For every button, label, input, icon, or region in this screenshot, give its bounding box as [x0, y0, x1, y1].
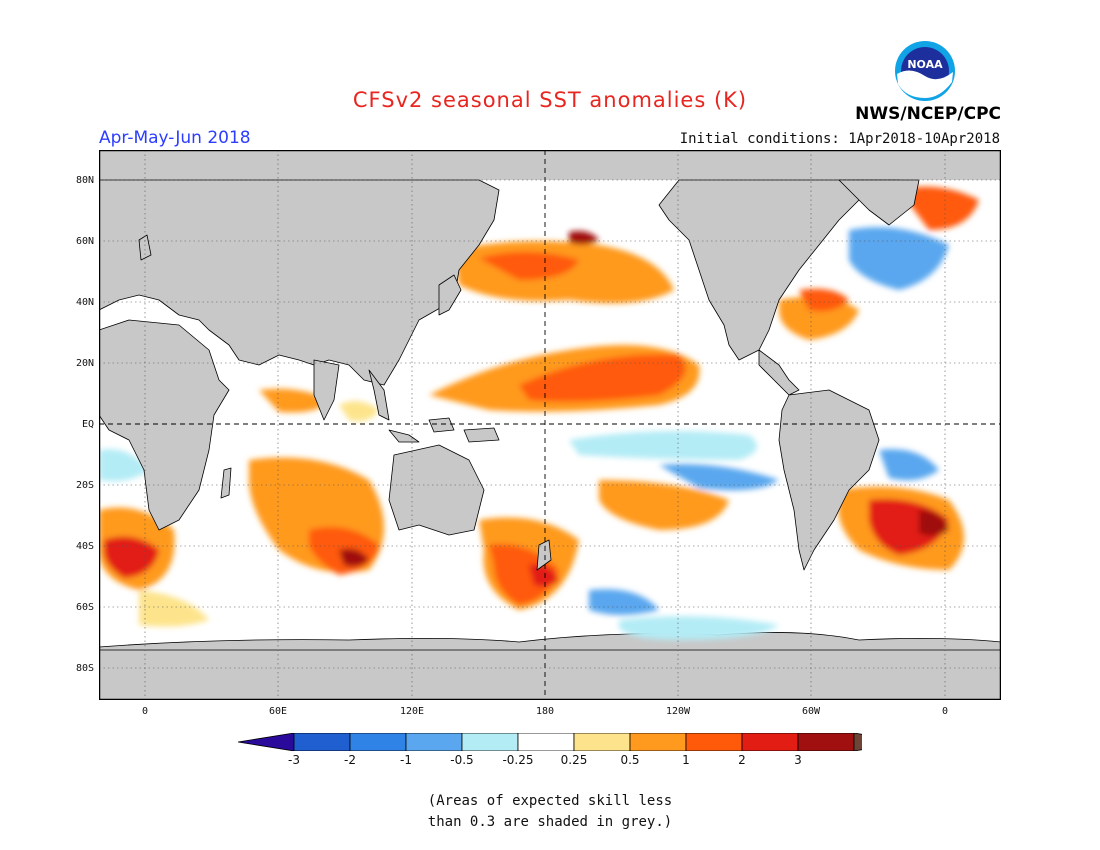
lat-label-60s: 60S: [75, 602, 94, 613]
lat-label-40s: 40S: [75, 541, 94, 552]
color-bar-label: -2: [344, 753, 356, 767]
color-bar-cell: [461, 733, 519, 751]
color-bar-cell: [349, 733, 407, 751]
map-title: CFSv2 seasonal SST anomalies (K): [352, 88, 748, 112]
lat-label-20n: 20N: [75, 358, 94, 369]
season-label: Apr-May-Jun 2018: [99, 128, 251, 148]
color-bar-label: 3: [794, 753, 802, 767]
color-bar-label: 0.5: [620, 753, 640, 767]
agency-label: NWS/NCEP/CPC: [855, 104, 1001, 124]
lon-label-0-east: 0: [941, 706, 949, 717]
color-bar-label: -3: [288, 753, 300, 767]
noaa-logo-text: NOAA: [907, 58, 943, 71]
skill-note-line-1: (Areas of expected skill less: [427, 793, 673, 809]
color-bar-triangle-high: [853, 733, 862, 751]
lat-label-40n: 40N: [75, 297, 94, 308]
color-bar-label: -0.5: [450, 753, 474, 767]
color-bar-cell: [293, 733, 351, 751]
color-bar-label: 2: [738, 753, 746, 767]
lon-label-120e: 120E: [399, 706, 425, 717]
color-bar-cell: [685, 733, 743, 751]
lat-label-80n: 80N: [75, 175, 94, 186]
noaa-logo: NOAA: [895, 41, 955, 101]
color-bar: [238, 733, 862, 751]
skill-note-line-2: than 0.3 are shaded in grey.): [427, 814, 673, 830]
color-bar-cell: [517, 733, 575, 751]
color-bar-cell: [573, 733, 631, 751]
lon-label-120w: 120W: [665, 706, 691, 717]
skill-note: (Areas of expected skill less than 0.3 a…: [0, 791, 1100, 833]
color-bar-cell: [797, 733, 855, 751]
lat-label-20s: 20S: [75, 480, 94, 491]
lon-label-60w: 60W: [801, 706, 821, 717]
color-bar-cell: [405, 733, 463, 751]
color-bar-label: 1: [682, 753, 690, 767]
color-bar-triangle-low: [238, 733, 295, 751]
color-bar-label: -1: [400, 753, 412, 767]
lat-label-60n: 60N: [75, 236, 94, 247]
lon-label-180: 180: [535, 706, 555, 717]
lat-label-80s: 80S: [75, 663, 94, 674]
initial-conditions-label: Initial conditions: 1Apr2018-10Apr2018: [679, 131, 1000, 147]
lat-label-eq: EQ: [81, 419, 94, 430]
sst-anomaly-map: [99, 150, 1001, 700]
color-bar-label: -0.25: [502, 753, 534, 767]
color-bar-cell: [629, 733, 687, 751]
color-bar-label: 0.25: [560, 753, 588, 767]
lon-label-60e: 60E: [268, 706, 288, 717]
color-bar-cell: [741, 733, 799, 751]
lon-label-0: 0: [141, 706, 149, 717]
